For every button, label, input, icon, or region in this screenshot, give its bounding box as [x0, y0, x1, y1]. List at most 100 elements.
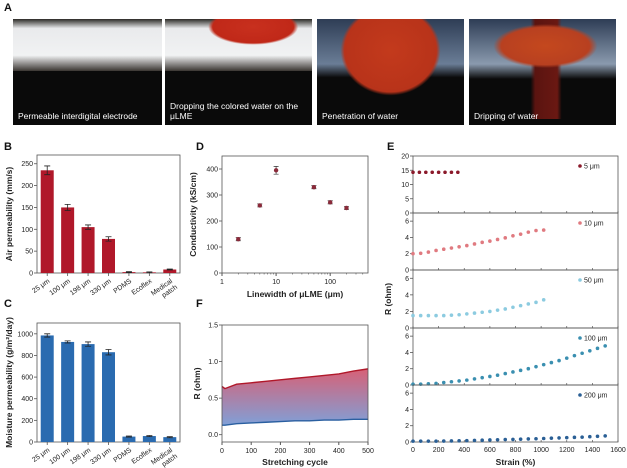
data-point: [518, 437, 523, 441]
data-point: [488, 309, 492, 314]
data-point: [541, 228, 546, 232]
x-tick-label: 100 μm: [49, 278, 72, 297]
data-point: [580, 351, 584, 356]
data-point: [344, 205, 349, 211]
fill-area: [222, 368, 368, 426]
data-point: [603, 434, 607, 438]
y-tick-label: 0: [405, 440, 409, 447]
y-tick-label: 6: [405, 391, 409, 398]
photo-penetration: Penetration of water: [317, 19, 464, 125]
y-tick-label: 250: [21, 161, 33, 168]
x-tick-label: PDMS: [112, 447, 133, 465]
data-point: [449, 170, 454, 175]
y-tick-label: 300: [206, 193, 218, 200]
data-point: [526, 366, 531, 371]
subplot-5m: 0 5 10 15 20 5 μm: [401, 154, 619, 218]
x-tick-label: 100 μm: [49, 447, 72, 466]
lower-line: [222, 418, 368, 426]
y-tick-label: 0: [405, 383, 409, 390]
data-point: [511, 370, 515, 374]
photo-electrode: Permeable interdigital electrode: [13, 19, 162, 125]
y-tick-label: 6: [405, 219, 409, 226]
data-point: [526, 437, 531, 441]
data-point: [572, 353, 577, 358]
y-tick-label: 50: [25, 249, 33, 256]
y-tick-label: 600: [21, 375, 33, 382]
data-point: [441, 380, 446, 385]
x-tick-label: 200: [275, 448, 287, 455]
data-point: [580, 435, 584, 439]
error-bar: [85, 224, 92, 230]
data-point: [257, 203, 263, 208]
data-point: [511, 437, 515, 442]
data-point: [557, 436, 561, 440]
error-bar: [44, 333, 51, 338]
subplot-100m: 0 2 4 6 100 μm: [405, 327, 619, 390]
x-tick-label: 400: [458, 447, 470, 454]
legend-marker: [578, 278, 582, 282]
data-point: [488, 374, 492, 379]
data-point: [426, 250, 431, 254]
x-tick-label: 10: [272, 279, 280, 286]
data-point: [457, 244, 461, 249]
data-point: [434, 381, 438, 386]
data-point: [434, 248, 438, 253]
data-point: [434, 313, 438, 318]
data-point: [518, 368, 523, 373]
data-point: [426, 313, 431, 318]
error-bar: [146, 435, 153, 437]
data-point: [480, 240, 484, 245]
data-point: [430, 170, 435, 175]
x-tick-label: 0: [220, 448, 224, 455]
y-tick-label: 6: [405, 276, 409, 283]
data-point: [503, 371, 508, 376]
data-point: [480, 438, 484, 443]
y-axis-title: Air permeability (mm/s): [4, 167, 14, 262]
y-tick-label: 4: [405, 235, 409, 242]
y-tick-label: 0: [405, 211, 409, 218]
x-tick-label: Ecoflex: [131, 278, 154, 297]
data-point: [441, 313, 446, 318]
y-tick-label: 150: [21, 205, 33, 212]
data-point: [273, 168, 279, 173]
legend-label: 10 μm: [584, 221, 604, 228]
subplot-10m: 0 2 4 6 10 μm: [405, 212, 619, 275]
data-point: [503, 307, 508, 311]
data-point: [541, 436, 546, 441]
data-point: [465, 438, 469, 443]
data-point: [417, 170, 422, 175]
bar: [61, 341, 75, 442]
y-tick-label: 0: [214, 271, 218, 278]
data-point: [526, 230, 531, 234]
data-point: [488, 239, 492, 243]
data-point: [424, 170, 428, 175]
bar: [81, 344, 95, 442]
data-point: [588, 434, 592, 439]
data-point: [511, 234, 515, 238]
data-point: [503, 236, 508, 240]
x-tick-label: 1600: [610, 447, 626, 454]
data-point: [434, 439, 438, 443]
error-bar: [125, 435, 132, 438]
data-point: [495, 237, 500, 242]
legend-marker: [578, 221, 582, 225]
y-tick-label: 15: [401, 168, 409, 175]
bar: [40, 170, 54, 273]
x-axis-title: Stretching cycle: [262, 457, 328, 467]
error-bar: [64, 340, 71, 344]
data-point: [564, 356, 569, 360]
y-tick-label: 0: [405, 326, 409, 333]
photo-caption: Permeable interdigital electrode: [18, 111, 138, 121]
panel-label-d: D: [196, 141, 204, 153]
data-point: [518, 303, 523, 308]
data-point: [541, 362, 546, 367]
data-point: [418, 251, 423, 256]
data-point: [526, 302, 531, 306]
y-tick-label: 400: [21, 396, 33, 403]
y-tick-label: 200: [21, 418, 33, 425]
x-axis-title: Linewidth of μLME (μm): [247, 289, 344, 299]
data-point: [449, 379, 454, 384]
